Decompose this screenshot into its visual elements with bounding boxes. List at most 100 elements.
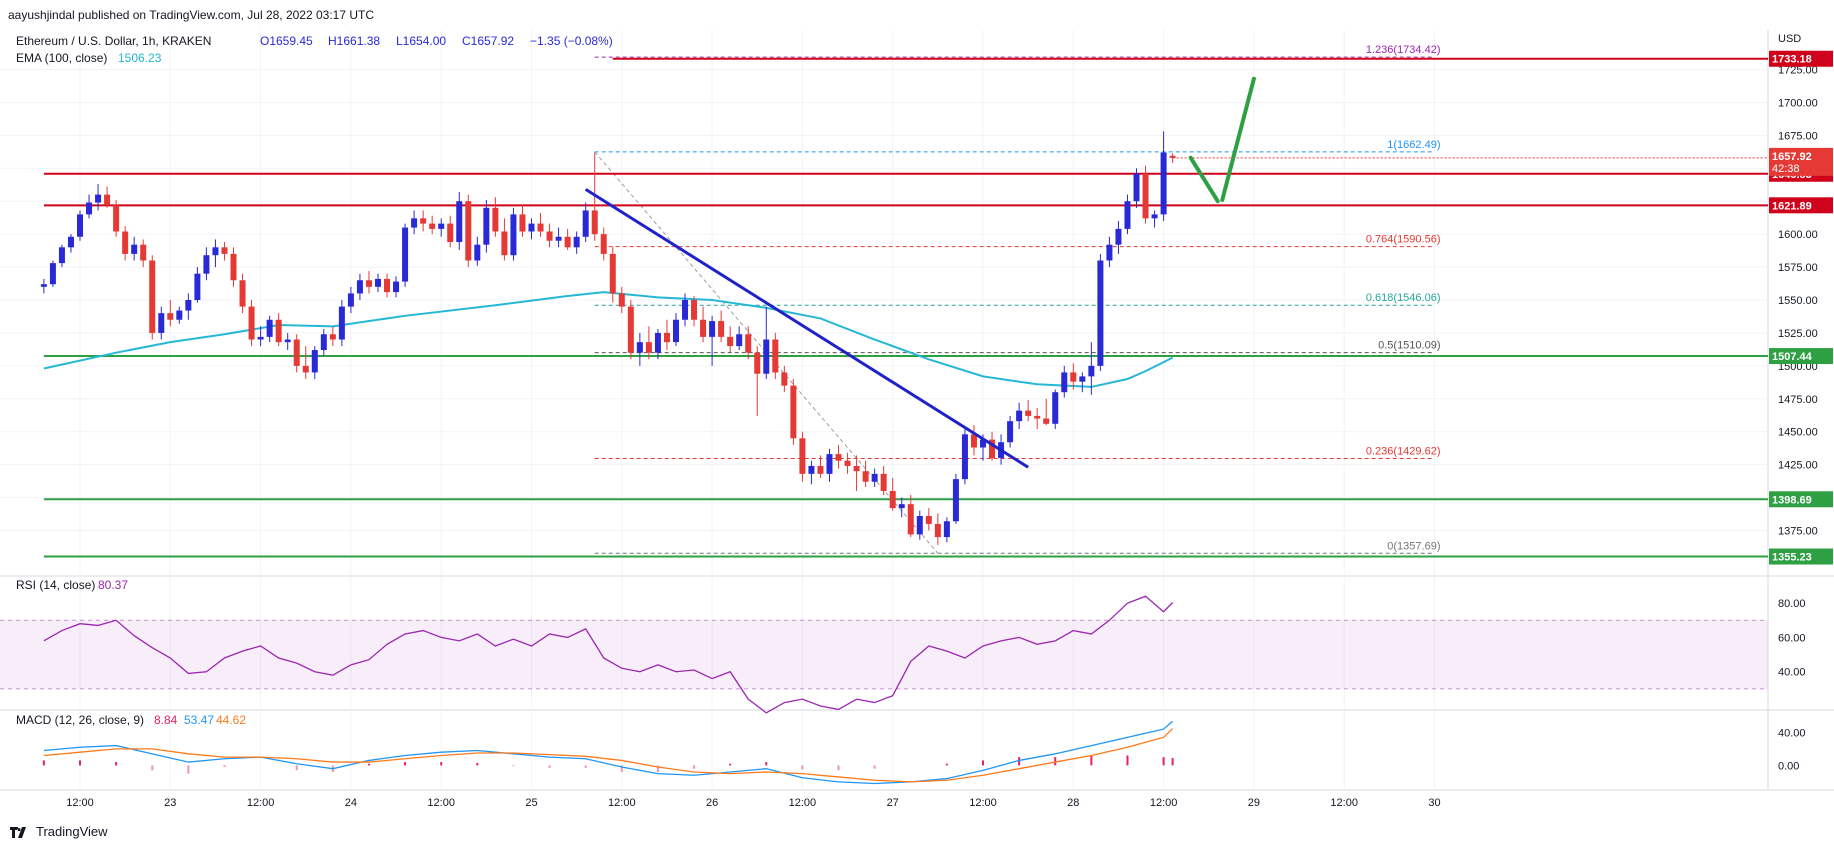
rsi-pane (0, 595, 1768, 714)
support-price-tag (1769, 348, 1833, 365)
time-tick-label: 27 (887, 797, 899, 809)
grid (0, 30, 1768, 790)
candle-up (682, 300, 689, 320)
candle-down (140, 244, 147, 261)
price-tick-label: 1575.00 (1778, 262, 1818, 274)
time-tick-label: 30 (1428, 797, 1440, 809)
support-price-tag (1769, 491, 1833, 508)
resistance-price-label: 1621.89 (1772, 200, 1812, 212)
time-tick-label: 12:00 (1330, 797, 1358, 809)
candle-down (790, 385, 797, 439)
candle-up (393, 281, 400, 293)
time-tick-label: 26 (706, 797, 718, 809)
candle-down (627, 306, 634, 353)
ema-legend-name[interactable]: EMA (100, close) (16, 51, 107, 65)
macd-tick-label: 40.00 (1778, 727, 1806, 739)
fibonacci-levels: 1.236(1734.42) 1(1662.49) 0.764(1590.56) 0.… (594, 44, 1441, 554)
price-tick-label: 1550.00 (1778, 295, 1818, 307)
candle-up (871, 473, 878, 482)
candle-up (338, 306, 345, 340)
candle-down (591, 210, 598, 235)
candle-down (934, 523, 941, 538)
candle-down (429, 223, 436, 229)
candle-up (266, 319, 273, 337)
candle-up (203, 255, 210, 274)
candle-up (212, 247, 219, 256)
candle-down (564, 236, 571, 248)
time-tick-label: 12:00 (789, 797, 817, 809)
tradingview-brand[interactable]: TradingView (10, 824, 108, 839)
candle-up (1016, 410, 1023, 422)
candle-up (86, 202, 93, 215)
candle-up (1106, 244, 1113, 261)
candles (40, 131, 1176, 545)
candle-up (456, 201, 463, 243)
candle-up (555, 236, 562, 241)
time-tick-label: 12:00 (427, 797, 455, 809)
time-tick-label: 12:00 (247, 797, 275, 809)
current-price-tag (1769, 147, 1833, 176)
candle-down (149, 260, 156, 333)
fib-level-label: 0.236(1429.62) (1366, 446, 1441, 458)
candle-down (727, 336, 734, 347)
candle-up (763, 339, 770, 374)
fib-level-label: 0.618(1546.06) (1366, 292, 1441, 304)
candle-down (501, 231, 508, 256)
candle-up (176, 310, 183, 320)
candle-down (700, 319, 707, 337)
macd-legend-signal: 44.62 (216, 713, 246, 727)
candle-down (1169, 155, 1176, 158)
candle-up (1133, 173, 1140, 202)
candle-up (411, 218, 418, 228)
candle-up (916, 516, 923, 535)
rsi-legend-value: 80.37 (98, 578, 128, 592)
candle-down (104, 194, 111, 206)
macd-legend-name[interactable]: MACD (12, 26, close, 9) (16, 713, 144, 727)
chart-background (0, 30, 1834, 818)
candle-down (492, 207, 499, 232)
signal-line (43, 728, 1174, 783)
candle-up (1079, 376, 1086, 382)
candle-down (221, 247, 228, 254)
rsi-legend-name[interactable]: RSI (14, close) (16, 578, 95, 592)
candle-down (293, 339, 300, 366)
time-tick-label: 29 (1248, 797, 1260, 809)
candle-down (365, 280, 372, 287)
candle-down (384, 278, 391, 293)
candle-up (654, 332, 661, 353)
symbol-title[interactable]: Ethereum / U.S. Dollar, 1h, KRAKEN (16, 34, 211, 48)
candle-down (122, 231, 129, 254)
candle-down (230, 253, 237, 281)
candle-down (609, 253, 616, 294)
axes: 1375.001400.001425.001450.001475.001500.… (66, 50, 1833, 809)
time-tick-label: 12:00 (1150, 797, 1178, 809)
candle-up (1097, 260, 1104, 366)
candle-down (519, 214, 526, 232)
rsi-tick-label: 80.00 (1778, 598, 1806, 610)
candle-down (546, 231, 553, 241)
macd-tick-label: 0.00 (1778, 760, 1799, 772)
candle-down (113, 205, 120, 232)
rsi-band (0, 620, 1768, 689)
candle-down (302, 365, 309, 373)
candle-up (347, 293, 354, 307)
candle-up (528, 223, 535, 232)
candle-down (465, 201, 472, 261)
candle-up (158, 313, 165, 333)
time-tick-label: 12:00 (608, 797, 636, 809)
price-tick-label: 1725.00 (1778, 65, 1818, 77)
current-price-label: 1657.92 (1772, 151, 1812, 163)
candle-up (1088, 365, 1095, 377)
candle-down (329, 334, 336, 340)
price-chart[interactable]: 1.236(1734.42) 1(1662.49) 0.764(1590.56) 0.… (0, 30, 1834, 818)
candle-down (1070, 372, 1077, 382)
candle-up (636, 342, 643, 353)
fib-level-label: 1(1662.49) (1387, 139, 1440, 151)
publisher-bar: aayushjindal published on TradingView.co… (0, 0, 1834, 31)
bar-countdown-label: 42:38 (1772, 163, 1800, 175)
macd-pane (42, 720, 1174, 785)
candle-down (420, 218, 427, 224)
candle-up (1052, 392, 1059, 424)
support-price-label: 1355.23 (1772, 552, 1812, 564)
candle-down (718, 321, 725, 337)
